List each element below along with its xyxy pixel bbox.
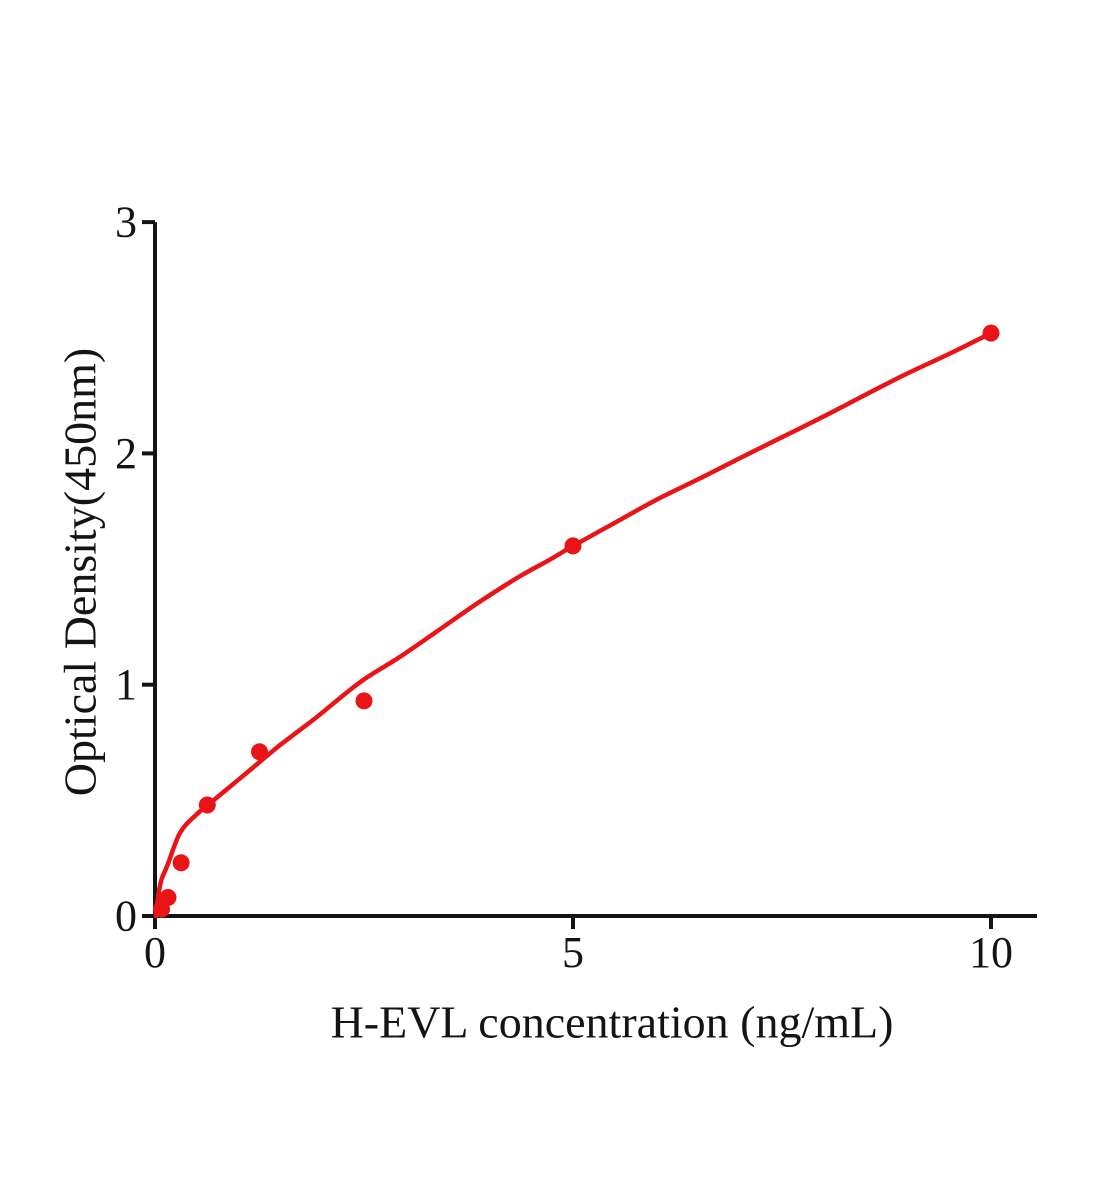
y-tick-label: 1: [115, 660, 137, 709]
x-axis-ticks: 0 5 10: [144, 916, 1013, 977]
data-point: [355, 692, 373, 710]
data-point: [198, 796, 216, 814]
x-axis-label: H-EVL concentration (ng/mL): [331, 997, 894, 1048]
y-tick-label: 2: [115, 429, 137, 478]
x-tick-label: 10: [969, 928, 1013, 977]
fit-curve-line: [153, 330, 994, 919]
data-point: [982, 324, 1000, 342]
y-tick-label: 3: [115, 198, 137, 247]
data-point: [251, 743, 268, 761]
data-points: [153, 324, 1000, 918]
y-tick-label: 0: [115, 892, 137, 941]
x-tick-label: 0: [144, 928, 166, 977]
data-point: [159, 889, 177, 906]
data-point: [172, 854, 190, 872]
x-tick-label: 5: [562, 928, 584, 977]
y-axis-label: Optical Density(450nm): [55, 348, 106, 796]
data-point: [564, 537, 582, 555]
y-axis-ticks: 0 1 2 3: [115, 198, 155, 941]
axes-lines: [153, 222, 1037, 918]
